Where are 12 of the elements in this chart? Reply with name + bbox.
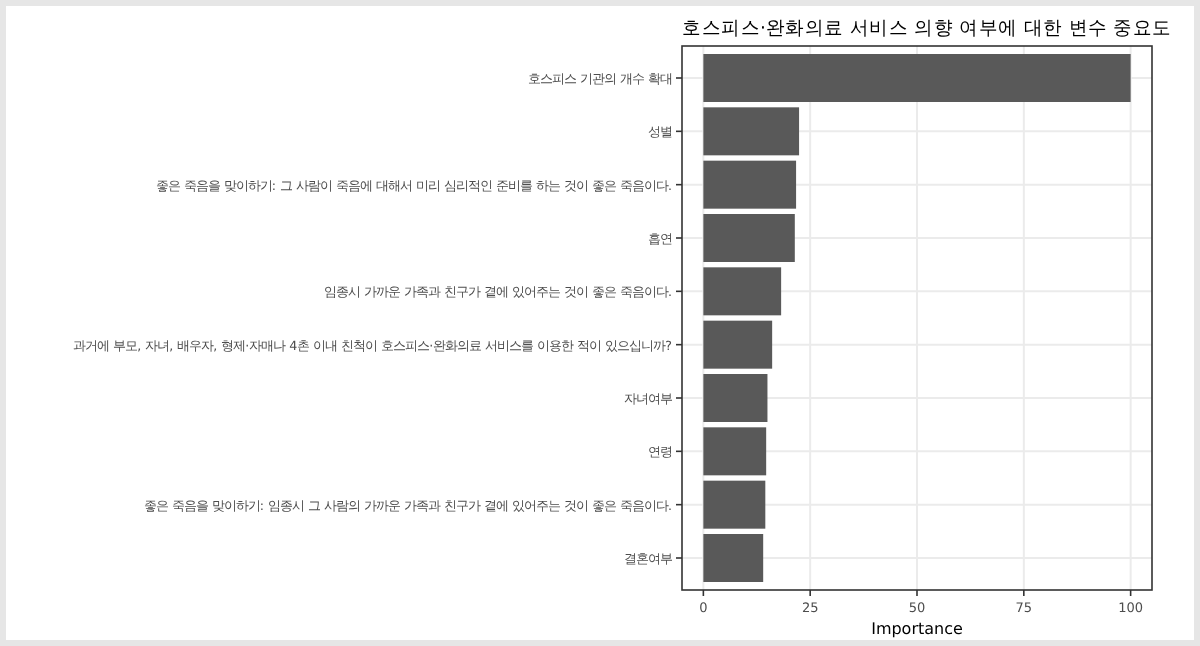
bar — [703, 160, 797, 209]
bar — [703, 107, 800, 156]
bar — [703, 267, 782, 316]
bar — [703, 214, 795, 262]
x-axis-title: Importance — [871, 620, 963, 638]
bar — [703, 374, 768, 422]
bar — [703, 534, 764, 582]
bar — [703, 480, 766, 529]
bar — [703, 54, 1131, 102]
bar — [703, 320, 773, 369]
bar — [703, 427, 767, 476]
chart-title: 호스피스·완화의료 서비스 의향 여부에 대한 변수 중요도 — [682, 18, 1185, 40]
